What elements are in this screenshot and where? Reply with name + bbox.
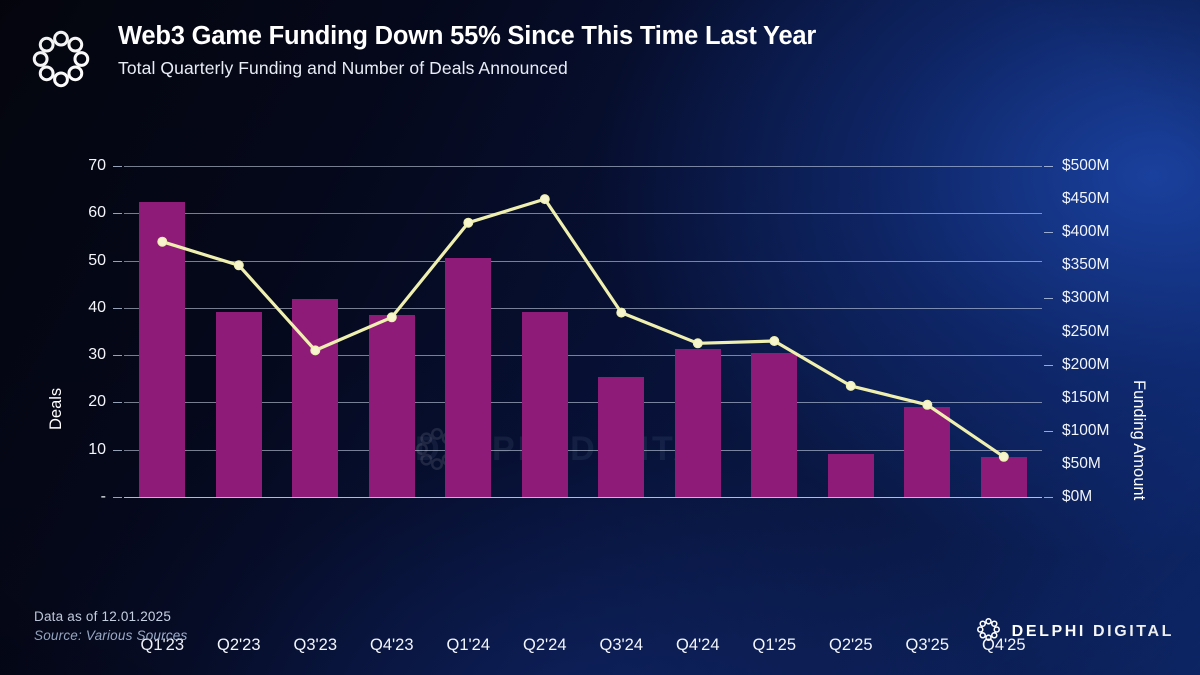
gridline <box>124 355 1042 357</box>
gridline <box>124 449 1042 451</box>
y-axis-right-tick-label: $0M <box>1062 488 1093 505</box>
data-as-of-text: Data as of 12.01.2025 <box>34 609 172 624</box>
y-axis-left-tick-label: 50 <box>88 251 106 269</box>
x-axis-baseline <box>124 496 1042 498</box>
y-axis-left-tick <box>113 307 122 309</box>
y-axis-left-tick-label: 10 <box>88 440 106 458</box>
bar[interactable] <box>674 348 721 497</box>
deals-data-point[interactable] <box>157 236 168 247</box>
line-series-deals <box>157 194 1009 462</box>
gridline <box>124 213 1042 215</box>
y-axis-right-tick-label: $500M <box>1062 157 1110 174</box>
y-axis-left-tick-label: 70 <box>88 157 106 174</box>
x-axis-tick-label: Q4'24 <box>675 636 720 654</box>
y-axis-left-tick-label: 60 <box>88 204 106 222</box>
y-axis-right-tick-label: $450M <box>1062 190 1110 208</box>
x-axis-tick-label: Q3'25 <box>905 636 950 654</box>
x-axis-tick-label: Q3'23 <box>293 636 338 654</box>
gridline <box>124 307 1042 309</box>
deals-data-point[interactable] <box>922 399 933 410</box>
y-axis-left-tick-label: 20 <box>88 393 106 411</box>
gridline <box>124 402 1042 404</box>
y-axis-left-tick <box>113 260 122 262</box>
footer: Data as of 12.01.2025 Source: Various So… <box>34 609 187 643</box>
y-axis-right-tick <box>1044 232 1053 234</box>
deals-line-path <box>160 197 1006 459</box>
deals-data-point[interactable] <box>616 307 627 318</box>
page-subtitle: Total Quarterly Funding and Number of De… <box>118 58 568 79</box>
x-axis-tick-label: Q3'24 <box>599 636 644 654</box>
y-axis-left-tick-label: - <box>100 488 106 505</box>
gridline <box>124 166 1042 167</box>
header-text-block: Web3 Game Funding Down 55% Since This Ti… <box>118 22 816 78</box>
bar[interactable] <box>904 406 951 497</box>
y-axis-right-title: Funding Amount <box>1130 380 1148 501</box>
x-axis-tick-label: Q2'24 <box>522 636 567 654</box>
deals-data-point[interactable] <box>463 217 474 228</box>
delphi-ring-icon <box>976 617 1001 647</box>
x-axis-tick-label: Q4'25 <box>981 636 1026 654</box>
y-axis-right-tick-label: $350M <box>1062 256 1110 274</box>
y-axis-left-tick <box>113 449 122 451</box>
x-axis-tick-label: Q2'25 <box>828 636 873 654</box>
x-axis-tick-label: Q1'24 <box>446 636 491 654</box>
y-axis-left-tick <box>113 402 122 404</box>
deals-data-point[interactable] <box>386 312 397 323</box>
y-axis-left-tick <box>113 355 122 357</box>
y-axis-right-tick-label: $250M <box>1062 322 1110 340</box>
deals-data-point[interactable] <box>998 451 1009 462</box>
y-axis-right-tick-label: $100M <box>1062 421 1110 439</box>
deals-data-point[interactable] <box>692 338 703 349</box>
x-axis-tick-label: Q2'23 <box>216 636 261 654</box>
y-axis-right-tick <box>1044 298 1053 300</box>
deals-data-point[interactable] <box>539 194 550 205</box>
delphi-digital-logo: DELPHI DIGITAL <box>976 617 1174 647</box>
y-axis-right-tick-label: $150M <box>1062 388 1110 406</box>
x-axis-tick-label: Q4'23 <box>369 636 414 654</box>
bar[interactable] <box>368 314 415 497</box>
y-axis-left-tick <box>113 497 122 498</box>
page-title: Web3 Game Funding Down 55% Since This Ti… <box>118 22 817 50</box>
bar[interactable] <box>598 376 645 497</box>
plot-area <box>113 166 1053 498</box>
chart-container: DELPHI DIGITAL Deals Funding Amount 70 60… <box>0 130 1200 654</box>
bar[interactable] <box>980 457 1027 497</box>
y-axis-right-tick <box>1044 497 1053 498</box>
bar[interactable] <box>751 352 798 497</box>
deals-data-point[interactable] <box>845 380 856 391</box>
header: Web3 Game Funding Down 55% Since This Ti… <box>26 22 1160 102</box>
source-text: Source: Various Sources <box>34 628 188 643</box>
deals-data-point[interactable] <box>310 345 321 356</box>
y-axis-left-tick-label: 40 <box>88 298 106 316</box>
logo-text: DELPHI DIGITAL <box>1011 623 1174 640</box>
y-axis-left-tick <box>113 166 122 167</box>
y-axis-right-tick <box>1044 364 1053 366</box>
y-axis-right-tick <box>1044 166 1053 167</box>
bar[interactable] <box>139 201 186 497</box>
y-axis-right-tick-label: $50M <box>1062 454 1101 472</box>
bar[interactable] <box>521 312 568 497</box>
y-axis-right-tick-label: $400M <box>1062 223 1110 241</box>
y-axis-right-tick-label: $300M <box>1062 289 1110 307</box>
deals-data-point[interactable] <box>769 336 780 347</box>
x-axis-tick-label: Q1'25 <box>752 636 797 654</box>
bar[interactable] <box>827 453 874 497</box>
bar[interactable] <box>215 311 262 497</box>
delphi-ring-icon <box>30 28 92 90</box>
y-axis-left-tick <box>113 213 122 215</box>
y-axis-left-tick-label: 30 <box>88 346 106 364</box>
y-axis-right-tick-label: $200M <box>1062 355 1110 373</box>
deals-data-point[interactable] <box>233 260 244 271</box>
bar[interactable] <box>445 258 492 497</box>
gridline <box>124 260 1042 262</box>
y-axis-right-tick <box>1044 430 1053 432</box>
x-axis-tick-label: Q1'23 <box>140 636 185 654</box>
